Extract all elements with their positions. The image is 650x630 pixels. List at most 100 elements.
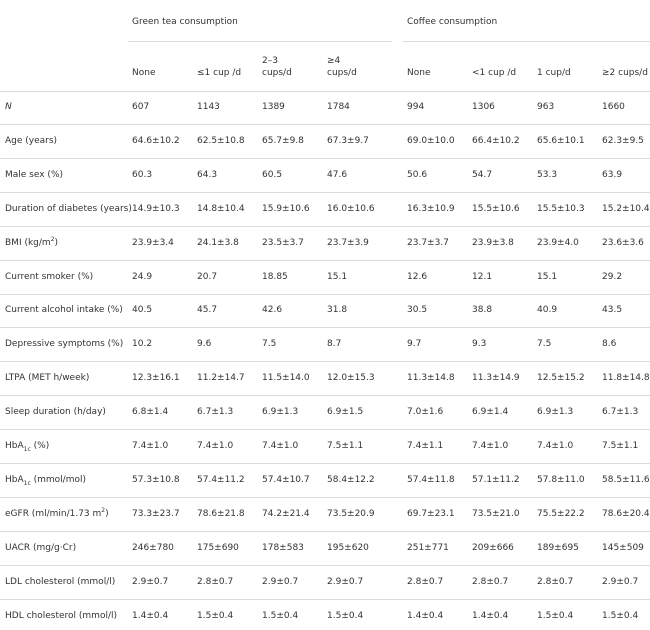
cell: 1.5±0.4 bbox=[262, 610, 299, 621]
cell: 1.4±0.4 bbox=[472, 610, 509, 621]
cell: 23.5±3.7 bbox=[262, 237, 304, 248]
cell: 246±780 bbox=[132, 542, 174, 553]
cell: 64.3 bbox=[197, 169, 218, 180]
cell: 60.5 bbox=[262, 169, 283, 180]
cell: 7.4±1.0 bbox=[132, 441, 169, 451]
cell: 2.9±0.7 bbox=[262, 576, 299, 587]
cell: 251±771 bbox=[407, 542, 449, 553]
row-label: Current alcohol intake (%) bbox=[5, 305, 123, 316]
rule-line bbox=[0, 293, 650, 295]
label-part: 1c bbox=[23, 445, 31, 453]
rule-line bbox=[0, 225, 650, 227]
cell: 53.3 bbox=[537, 169, 558, 180]
cell: 45.7 bbox=[197, 305, 218, 316]
column-header: <1 cup /d bbox=[472, 68, 517, 78]
cell: 963 bbox=[537, 102, 555, 112]
rule-line bbox=[0, 395, 650, 397]
row-label: HbA1c (%) bbox=[5, 440, 49, 452]
column-header: 2–3 cups/d bbox=[262, 56, 292, 78]
rule-line bbox=[0, 124, 650, 125]
group-header: Green tea consumption bbox=[132, 17, 238, 27]
column-header: 1 cup/d bbox=[537, 68, 571, 78]
cell: 6.8±1.4 bbox=[132, 407, 169, 418]
cell: 15.5±10.3 bbox=[537, 203, 585, 214]
cell: 7.5 bbox=[262, 339, 277, 350]
label-part: HbA bbox=[5, 474, 24, 485]
cell: 18.85 bbox=[262, 271, 288, 282]
label-part: 1c bbox=[23, 479, 31, 487]
cell: 58.5±11.6 bbox=[602, 474, 650, 485]
cell: 1.5±0.4 bbox=[327, 610, 364, 621]
cell: 1.5±0.4 bbox=[602, 610, 639, 621]
cell: 23.9±3.8 bbox=[472, 237, 514, 248]
cell: 7.5 bbox=[537, 339, 552, 350]
cell: 23.7±3.7 bbox=[407, 237, 449, 248]
row-label: Current smoker (%) bbox=[5, 271, 94, 282]
rule-line bbox=[0, 191, 650, 193]
cell: 6.9±1.3 bbox=[537, 407, 574, 418]
rule-line bbox=[0, 429, 650, 431]
cell: 10.2 bbox=[132, 339, 153, 350]
cell: 1.4±0.4 bbox=[132, 610, 169, 621]
row-label: HbA1c (mmol/mol) bbox=[5, 474, 86, 486]
cell: 1306 bbox=[472, 102, 495, 112]
cell: 65.7±9.8 bbox=[262, 135, 304, 146]
cell: 74.2±21.4 bbox=[262, 508, 310, 519]
cell: 11.3±14.9 bbox=[472, 373, 520, 384]
cell: 195±620 bbox=[327, 542, 369, 553]
cell: 6.9±1.5 bbox=[327, 407, 364, 418]
cell: 8.7 bbox=[327, 339, 342, 350]
cell: 189±695 bbox=[537, 542, 579, 553]
cell: 7.0±1.6 bbox=[407, 407, 444, 418]
cell: 7.5±1.1 bbox=[327, 441, 364, 451]
label-part: (%) bbox=[30, 441, 50, 451]
cell: 67.3±9.7 bbox=[327, 135, 369, 146]
cell: 12.5±15.2 bbox=[537, 373, 585, 384]
cell: 57.3±10.8 bbox=[132, 474, 180, 485]
cell: 145±509 bbox=[602, 542, 644, 553]
rule-line bbox=[0, 91, 650, 92]
cell: 63.9 bbox=[602, 169, 623, 180]
column-header: ≥2 cups/d bbox=[602, 68, 648, 78]
cell: 2.8±0.7 bbox=[472, 576, 509, 587]
cell: 62.3±9.5 bbox=[602, 135, 644, 146]
cell: 7.4±1.0 bbox=[262, 441, 299, 451]
cell: 6.9±1.3 bbox=[262, 407, 299, 418]
cell: 69.0±10.0 bbox=[407, 135, 455, 146]
label-part: BMI (kg/m bbox=[5, 237, 51, 248]
cell: 78.6±20.4 bbox=[602, 508, 650, 519]
cell: 2.9±0.7 bbox=[327, 576, 364, 587]
cell: 14.9±10.3 bbox=[132, 203, 180, 214]
row-label: LTPA (MET h/week) bbox=[5, 373, 90, 384]
row-label: BMI (kg/m2) bbox=[5, 236, 59, 249]
column-header: None bbox=[407, 68, 431, 78]
cell: 2.9±0.7 bbox=[132, 576, 169, 587]
cell: 12.6 bbox=[407, 271, 428, 282]
cell: 23.7±3.9 bbox=[327, 237, 369, 248]
row-label: Depressive symptoms (%) bbox=[5, 339, 124, 350]
rule-line bbox=[0, 259, 650, 261]
cell: 6.7±1.3 bbox=[602, 407, 639, 418]
rule-line bbox=[0, 463, 650, 464]
rule-line bbox=[128, 41, 392, 42]
cell: 2.8±0.7 bbox=[197, 576, 234, 587]
cell: 11.3±14.8 bbox=[407, 373, 455, 384]
cell: 66.4±10.2 bbox=[472, 135, 520, 146]
cell: 24.9 bbox=[132, 271, 153, 282]
cell: 178±583 bbox=[262, 542, 304, 553]
cell: 7.4±1.0 bbox=[197, 441, 234, 451]
cell: 57.4±10.7 bbox=[262, 474, 310, 485]
cell: 12.0±15.3 bbox=[327, 373, 375, 384]
rule-line bbox=[0, 496, 650, 498]
cell: 16.0±10.6 bbox=[327, 203, 375, 214]
cell: 50.6 bbox=[407, 169, 428, 180]
cell: 78.6±21.8 bbox=[197, 508, 245, 519]
row-label: LDL cholesterol (mmol/l) bbox=[5, 576, 116, 587]
cell: 23.9±4.0 bbox=[537, 237, 579, 248]
cell: 9.7 bbox=[407, 339, 422, 350]
cell: 73.5±20.9 bbox=[327, 508, 375, 519]
cell: 6.9±1.4 bbox=[472, 407, 509, 418]
cell: 75.5±22.2 bbox=[537, 508, 585, 519]
cell: 62.5±10.8 bbox=[197, 135, 245, 146]
label-part: ) bbox=[54, 237, 59, 248]
